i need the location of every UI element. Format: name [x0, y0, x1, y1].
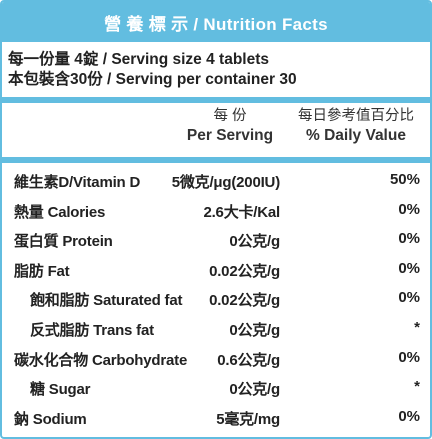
nutrient-daily-value: 50%	[389, 171, 420, 188]
nutrient-row-protein: 蛋白質 Protein 0公克/g 0%	[2, 224, 430, 254]
nutrient-row-saturated-fat: 飽和脂肪 Saturated fat 0.02公克/g 0%	[2, 283, 430, 313]
nutrient-row-calories: 熱量 Calories 2.6大卡/Kal 0%	[2, 195, 430, 225]
nutrient-daily-value: 0%	[398, 230, 420, 248]
nutrient-name: 飽和脂肪 Saturated fat	[30, 292, 183, 310]
nutrient-amount: 5毫克/mg	[216, 410, 280, 428]
per-serving-en: Per Serving	[186, 127, 274, 144]
nutrient-daily-value: 0%	[398, 348, 420, 366]
nutrient-amount: 0.6公克/g	[217, 351, 280, 369]
header-title: 營 養 標 示 / Nutrition Facts	[104, 14, 328, 34]
nutrient-name: 鈉 Sodium	[14, 410, 87, 428]
nutrient-daily-value: 0%	[398, 259, 420, 277]
nutrient-name: 脂肪 Fat	[14, 262, 70, 280]
daily-value-column-header: 每日參考值百分比 % Daily Value	[286, 106, 426, 146]
per-serving-column-header: 每 份 Per Serving	[178, 106, 282, 146]
servings-per-container: 本包裝含30份 / Serving per container 30	[8, 71, 297, 88]
nutrient-name: 維生素D/Vitamin D	[14, 174, 141, 191]
nutrient-row-vitamin-d: 維生素D/Vitamin D 5微克/μg(200IU) 50%	[2, 165, 430, 195]
nutrient-name: 蛋白質 Protein	[14, 233, 113, 251]
nutrient-amount: 0公克/g	[229, 233, 280, 251]
nutrient-amount: 0.02公克/g	[209, 262, 280, 280]
divider-middle	[2, 157, 430, 163]
nutrient-name: 反式脂肪 Trans fat	[30, 321, 154, 339]
nutrition-facts-header: 營 養 標 示 / Nutrition Facts	[2, 2, 430, 42]
nutrient-amount: 0公克/g	[229, 321, 280, 339]
nutrient-row-trans-fat: 反式脂肪 Trans fat 0公克/g *	[2, 313, 430, 343]
daily-value-zh: 每日參考值百分比	[298, 108, 414, 124]
serving-size: 每一份量 4錠 / Serving size 4 tablets	[8, 51, 269, 68]
nutrient-daily-value: 0%	[398, 200, 420, 218]
nutrient-daily-value: 0%	[398, 289, 420, 307]
nutrient-amount: 2.6大卡/Kal	[203, 203, 280, 221]
serving-info: 每一份量 4錠 / Serving size 4 tablets 本包裝含30份…	[8, 50, 297, 90]
per-serving-zh: 每 份	[213, 108, 247, 124]
nutrient-name: 熱量 Calories	[14, 203, 106, 221]
nutrient-amount: 0.02公克/g	[209, 292, 280, 310]
nutrient-row-sodium: 鈉 Sodium 5毫克/mg 0%	[2, 402, 430, 432]
nutrient-row-sugar: 糖 Sugar 0公克/g *	[2, 372, 430, 402]
nutrient-row-fat: 脂肪 Fat 0.02公克/g 0%	[2, 254, 430, 284]
nutrient-name: 碳水化合物 Carbohydrate	[14, 351, 188, 369]
nutrient-daily-value: 0%	[398, 407, 420, 425]
nutrient-daily-value: *	[414, 378, 420, 396]
nutrient-amount: 0公克/g	[229, 381, 280, 399]
daily-value-en: % Daily Value	[306, 127, 406, 144]
nutrient-daily-value: *	[414, 318, 420, 336]
nutrient-table: 維生素D/Vitamin D 5微克/μg(200IU) 50% 熱量 Calo…	[2, 165, 430, 431]
nutrient-amount: 5微克/μg(200IU)	[171, 174, 280, 191]
nutrient-row-carbohydrate: 碳水化合物 Carbohydrate 0.6公克/g 0%	[2, 343, 430, 373]
divider-top	[2, 97, 430, 103]
nutrient-name: 糖 Sugar	[30, 381, 91, 399]
